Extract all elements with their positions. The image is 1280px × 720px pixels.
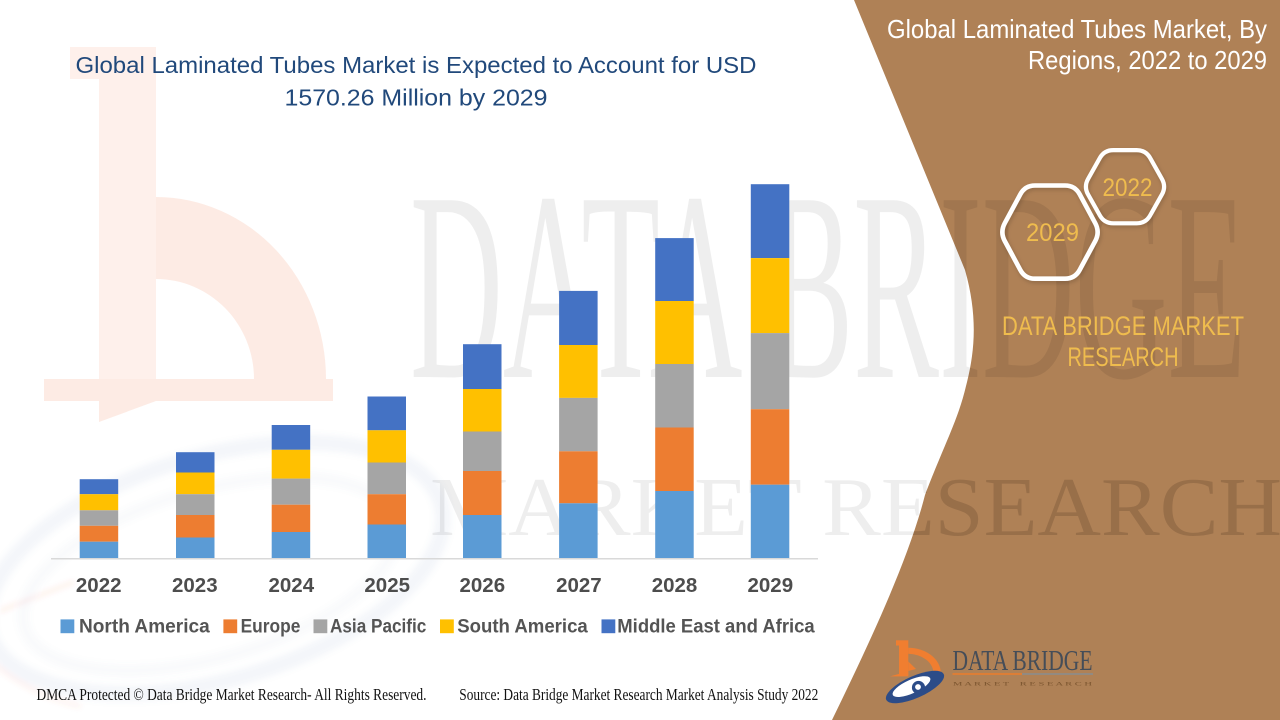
- svg-text:Regions, 2022 to 2029: Regions, 2022 to 2029: [1028, 45, 1267, 75]
- svg-text:2022: 2022: [1103, 174, 1153, 202]
- svg-text:2025: 2025: [364, 574, 410, 597]
- svg-text:M A R K E T R E S E A R C H: M A R K E T R E S E A R C H: [953, 682, 1092, 688]
- svg-text:2027: 2027: [556, 574, 602, 597]
- svg-text:DMCA Protected © Data Bridge M: DMCA Protected © Data Bridge Market Rese…: [37, 685, 427, 704]
- svg-text:Global Laminated Tubes Market: Global Laminated Tubes Market is Expecte…: [76, 52, 757, 78]
- svg-text:Europe: Europe: [241, 617, 301, 638]
- svg-text:2028: 2028: [652, 574, 698, 597]
- svg-text:Middle East and Africa: Middle East and Africa: [617, 617, 815, 638]
- svg-text:Global Laminated Tubes Market,: Global Laminated Tubes Market, By: [887, 14, 1267, 44]
- svg-text:Source: Data Bridge Market Res: Source: Data Bridge Market Research Mark…: [459, 685, 818, 704]
- svg-text:1570.26 Million by 2029: 1570.26 Million by 2029: [285, 85, 548, 111]
- svg-text:Asia Pacific: Asia Pacific: [330, 617, 427, 638]
- svg-text:South America: South America: [457, 617, 588, 638]
- svg-text:DATA BRIDGE: DATA BRIDGE: [953, 646, 1093, 677]
- svg-text:2023: 2023: [172, 574, 218, 597]
- svg-text:North America: North America: [79, 617, 210, 638]
- svg-text:2029: 2029: [747, 574, 793, 597]
- svg-text:DATA BRIDGE MARKET: DATA BRIDGE MARKET: [1002, 311, 1244, 341]
- svg-text:2026: 2026: [459, 574, 505, 597]
- svg-text:DATA BRIDGE: DATA BRIDGE: [410, 137, 1246, 436]
- svg-text:2022: 2022: [76, 574, 122, 597]
- svg-text:2029: 2029: [1026, 219, 1079, 247]
- svg-text:2024: 2024: [268, 574, 314, 597]
- svg-text:RESEARCH: RESEARCH: [1068, 342, 1179, 372]
